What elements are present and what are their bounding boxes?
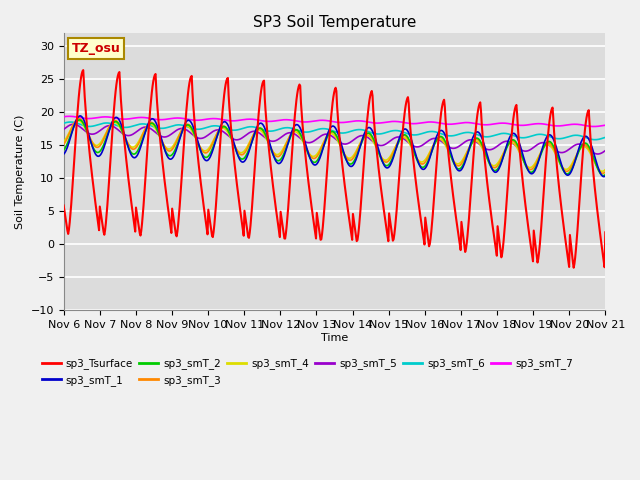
sp3_smT_5	[210, 128, 218, 134]
sp3_smT_5	[126, 132, 134, 138]
sp3_smT_6	[70, 120, 78, 125]
sp3_smT_6	[67, 119, 74, 125]
sp3_smT_2	[602, 172, 609, 178]
sp3_smT_2	[401, 132, 409, 138]
sp3_smT_3	[602, 169, 609, 175]
sp3_smT_5	[70, 121, 77, 127]
sp3_smT_1	[70, 125, 77, 131]
sp3_smT_7	[60, 114, 67, 120]
sp3_smT_4	[181, 124, 189, 130]
sp3_smT_6	[591, 137, 598, 143]
Line: sp3_Tsurface: sp3_Tsurface	[63, 70, 605, 268]
sp3_Tsurface	[181, 126, 189, 132]
sp3_smT_1	[60, 151, 67, 157]
sp3_smT_2	[76, 117, 83, 123]
sp3_smT_5	[70, 121, 78, 127]
sp3_smT_7	[210, 116, 218, 121]
sp3_smT_2	[599, 173, 607, 179]
Title: SP3 Soil Temperature: SP3 Soil Temperature	[253, 15, 416, 30]
sp3_smT_6	[60, 120, 67, 126]
sp3_smT_3	[401, 132, 409, 138]
sp3_smT_1	[600, 174, 607, 180]
sp3_smT_6	[401, 130, 409, 135]
sp3_smT_7	[417, 120, 424, 126]
sp3_Tsurface	[79, 67, 87, 73]
sp3_smT_2	[210, 143, 218, 149]
Text: TZ_osu: TZ_osu	[72, 42, 120, 55]
sp3_smT_2	[126, 148, 134, 154]
sp3_smT_2	[181, 124, 189, 130]
sp3_smT_6	[602, 134, 609, 140]
sp3_smT_1	[401, 126, 409, 132]
sp3_smT_1	[210, 145, 218, 151]
sp3_smT_7	[181, 116, 189, 121]
sp3_smT_3	[75, 116, 83, 121]
sp3_smT_4	[602, 167, 609, 172]
sp3_smT_1	[181, 121, 189, 127]
sp3_Tsurface	[417, 216, 424, 222]
Line: sp3_smT_1: sp3_smT_1	[63, 116, 605, 177]
sp3_smT_4	[70, 121, 77, 127]
sp3_smT_5	[417, 143, 424, 149]
sp3_smT_4	[401, 135, 409, 141]
sp3_smT_6	[181, 123, 189, 129]
sp3_Tsurface	[126, 189, 134, 194]
sp3_smT_3	[417, 161, 424, 167]
sp3_smT_5	[60, 127, 67, 132]
Line: sp3_smT_5: sp3_smT_5	[63, 124, 605, 154]
Legend: sp3_Tsurface, sp3_smT_1, sp3_smT_2, sp3_smT_3, sp3_smT_4, sp3_smT_5, sp3_smT_6, : sp3_Tsurface, sp3_smT_1, sp3_smT_2, sp3_…	[38, 354, 577, 390]
sp3_smT_7	[126, 116, 134, 121]
sp3_Tsurface	[570, 265, 577, 271]
sp3_smT_7	[70, 114, 78, 120]
Line: sp3_smT_6: sp3_smT_6	[63, 122, 605, 140]
Line: sp3_smT_4: sp3_smT_4	[63, 120, 605, 171]
sp3_smT_3	[599, 170, 607, 176]
Line: sp3_smT_2: sp3_smT_2	[63, 120, 605, 176]
sp3_smT_7	[401, 120, 409, 126]
sp3_smT_3	[70, 121, 77, 127]
sp3_smT_4	[598, 168, 606, 174]
Line: sp3_smT_3: sp3_smT_3	[63, 119, 605, 173]
sp3_smT_4	[60, 139, 67, 144]
sp3_smT_5	[602, 148, 609, 154]
sp3_smT_6	[417, 131, 424, 137]
sp3_Tsurface	[602, 229, 609, 235]
sp3_smT_3	[210, 139, 218, 144]
sp3_smT_4	[210, 137, 218, 143]
sp3_Tsurface	[401, 108, 409, 114]
sp3_smT_2	[70, 125, 77, 131]
sp3_smT_7	[590, 124, 598, 130]
sp3_smT_5	[401, 137, 409, 143]
sp3_smT_5	[594, 151, 602, 157]
sp3_smT_6	[126, 124, 134, 130]
sp3_smT_3	[181, 122, 189, 128]
sp3_smT_2	[60, 147, 67, 153]
sp3_Tsurface	[70, 169, 77, 175]
sp3_smT_1	[126, 149, 134, 155]
sp3_smT_4	[417, 159, 424, 165]
sp3_Tsurface	[210, 229, 218, 235]
Y-axis label: Soil Temperature (C): Soil Temperature (C)	[15, 114, 25, 228]
sp3_smT_4	[126, 143, 134, 149]
sp3_smT_6	[210, 123, 218, 129]
X-axis label: Time: Time	[321, 333, 348, 343]
sp3_smT_7	[65, 113, 73, 119]
sp3_smT_1	[602, 173, 609, 179]
sp3_smT_2	[417, 164, 424, 169]
sp3_smT_1	[76, 113, 84, 119]
sp3_Tsurface	[60, 203, 67, 208]
sp3_smT_7	[602, 122, 609, 128]
sp3_smT_3	[60, 141, 67, 147]
sp3_smT_5	[181, 126, 189, 132]
sp3_smT_1	[417, 165, 424, 170]
sp3_smT_3	[126, 144, 134, 150]
sp3_smT_4	[74, 118, 82, 123]
Line: sp3_smT_7: sp3_smT_7	[63, 116, 605, 127]
